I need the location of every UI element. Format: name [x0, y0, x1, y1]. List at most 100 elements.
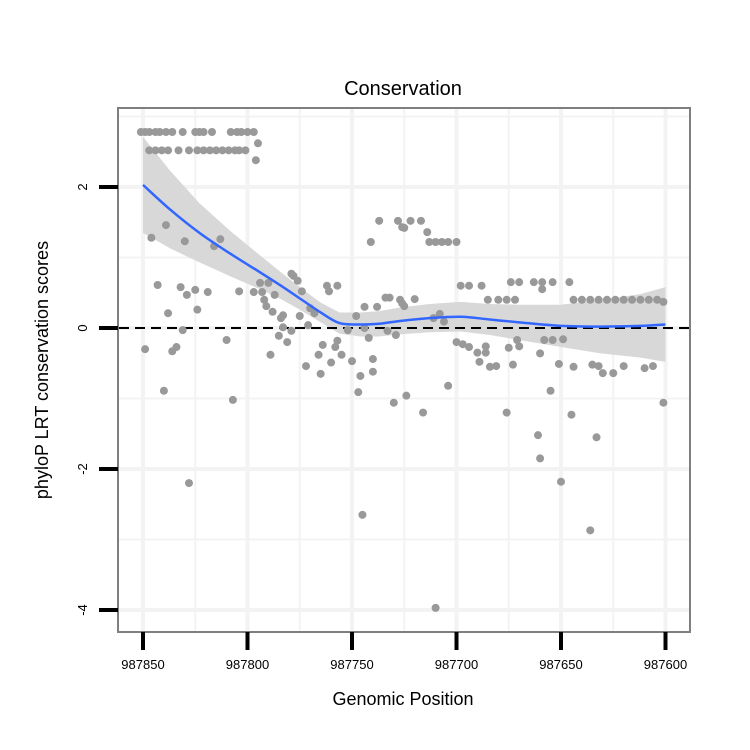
- data-point: [594, 362, 603, 371]
- data-point: [199, 128, 208, 137]
- data-point: [216, 235, 225, 244]
- data-point: [567, 410, 576, 419]
- data-point: [153, 280, 162, 289]
- data-point: [274, 331, 283, 340]
- data-point: [268, 307, 277, 316]
- data-point: [592, 433, 601, 442]
- data-point: [492, 362, 501, 371]
- data-point: [203, 288, 212, 297]
- data-point: [481, 342, 490, 351]
- y-tick-label: 2: [75, 183, 90, 190]
- data-point: [161, 128, 170, 137]
- data-point: [249, 128, 258, 137]
- data-point: [452, 237, 461, 246]
- data-point: [529, 278, 538, 287]
- data-point: [178, 128, 187, 137]
- data-point: [477, 281, 486, 290]
- data-point: [184, 146, 193, 155]
- data-point: [536, 454, 545, 463]
- data-point: [337, 350, 346, 359]
- data-point: [260, 295, 269, 304]
- data-point: [302, 362, 311, 371]
- data-point: [458, 340, 467, 349]
- data-point: [640, 364, 649, 373]
- data-point: [191, 285, 200, 294]
- data-point: [168, 128, 177, 137]
- smooth-line: [142, 183, 666, 328]
- data-point: [511, 295, 520, 304]
- data-point: [423, 228, 432, 237]
- data-point: [373, 302, 382, 311]
- data-point: [283, 338, 292, 347]
- data-point: [391, 331, 400, 340]
- data-point: [343, 326, 352, 335]
- y-tick-label: -4: [75, 604, 90, 616]
- data-point: [569, 362, 578, 371]
- data-point: [218, 146, 227, 155]
- data-point: [611, 295, 620, 304]
- data-point: [619, 295, 628, 304]
- data-point: [235, 287, 244, 296]
- data-point: [398, 299, 407, 308]
- data-point: [659, 398, 668, 407]
- x-tick-label: 987750: [330, 657, 373, 672]
- data-point: [157, 146, 166, 155]
- data-point: [494, 295, 503, 304]
- y-tick-label: -2: [75, 463, 90, 475]
- data-point: [515, 342, 524, 351]
- data-point: [174, 146, 183, 155]
- data-point: [483, 295, 492, 304]
- data-point: [368, 367, 377, 376]
- data-point: [383, 326, 392, 335]
- data-point: [504, 343, 513, 352]
- data-point: [172, 343, 181, 352]
- data-point: [253, 139, 262, 148]
- data-point: [619, 362, 628, 371]
- data-point: [352, 312, 361, 321]
- data-point: [416, 216, 425, 225]
- data-point: [262, 302, 271, 311]
- data-point: [410, 295, 419, 304]
- data-point: [159, 386, 168, 395]
- data-point: [279, 311, 288, 320]
- data-point: [360, 302, 369, 311]
- data-point: [333, 281, 342, 290]
- data-point: [444, 237, 453, 246]
- data-point: [586, 526, 595, 535]
- plot-panel-border: [117, 107, 691, 633]
- data-point: [199, 146, 208, 155]
- data-point: [586, 295, 595, 304]
- data-point: [251, 156, 260, 165]
- data-point: [193, 146, 202, 155]
- data-point: [548, 335, 557, 344]
- data-point: [636, 295, 645, 304]
- data-point: [205, 146, 214, 155]
- data-point: [513, 335, 522, 344]
- data-point: [577, 295, 586, 304]
- data-point: [364, 333, 373, 342]
- data-point: [375, 216, 384, 225]
- data-point: [659, 297, 668, 306]
- data-point: [279, 323, 288, 332]
- data-point: [502, 408, 511, 417]
- data-point: [435, 309, 444, 318]
- data-point: [419, 408, 428, 417]
- chart-title: Conservation: [344, 78, 462, 100]
- data-point: [287, 326, 296, 335]
- data-point: [366, 237, 375, 246]
- x-tick-label: 987850: [121, 657, 164, 672]
- data-point: [648, 362, 657, 371]
- data-point: [588, 360, 597, 369]
- y-axis-label: phyloP LRT conservation scores: [32, 241, 52, 499]
- data-point: [609, 369, 618, 378]
- points: [136, 128, 668, 612]
- data-point: [358, 510, 367, 519]
- data-point: [393, 216, 402, 225]
- data-point: [293, 276, 302, 285]
- data-point: [653, 295, 662, 304]
- data-point: [182, 290, 191, 299]
- data-point: [431, 237, 440, 246]
- data-point: [425, 237, 434, 246]
- y-tick-label: 0: [75, 324, 90, 331]
